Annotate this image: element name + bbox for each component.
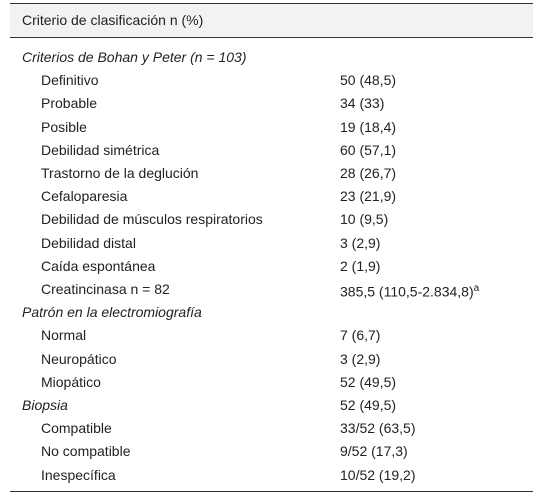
row-label: Debilidad de músculos respiratorios — [41, 211, 263, 228]
row-label: Caída espontánea — [41, 257, 156, 274]
top-rule — [10, 3, 533, 4]
row-label: Trastorno de la deglución — [41, 165, 199, 181]
section-value: 52 (49,5) — [340, 397, 397, 413]
row-label: Debilidad distal — [41, 234, 136, 251]
row-label: Inespecífica — [41, 466, 116, 483]
section-title: Criterios de Bohan y Peter (n = 103) — [22, 49, 247, 65]
row-label: Cefaloparesia — [41, 188, 128, 205]
row-value: 23 (21,9) — [340, 188, 397, 205]
row-value: 9/52 (17,3) — [340, 443, 408, 460]
row-label: Normal — [41, 327, 87, 344]
row-value: 50 (48,5) — [340, 72, 397, 89]
bottom-rule — [10, 491, 533, 492]
row-label: Definitivo — [41, 72, 99, 89]
section-title: Patrón en la electromiografía — [22, 304, 202, 321]
row-label: Debilidad simétrica — [41, 141, 160, 158]
row-label: No compatible — [41, 443, 131, 460]
row-label: Compatible — [41, 420, 112, 437]
row-label: Miopático — [41, 373, 101, 390]
row-label: Probable — [41, 95, 98, 112]
row-value: 385,5 (110,5-2.834,8)a — [340, 283, 480, 300]
header: Criterio de clasificación n (%) — [22, 12, 204, 28]
row-value: 52 (49,5) — [340, 373, 397, 390]
row-value: 3 (2,9) — [340, 350, 381, 367]
row-value: 2 (1,9) — [340, 257, 381, 274]
header-bg — [10, 4, 533, 37]
row-value: 19 (18,4) — [340, 118, 397, 135]
row-value: 28 (26,7) — [340, 165, 397, 181]
row-label: Neuropático — [41, 350, 117, 367]
row-value: 34 (33) — [340, 95, 385, 112]
section-title: Biopsia — [22, 397, 68, 413]
header-rule — [10, 37, 533, 38]
row-label: Creatincinasa n = 82 — [41, 281, 170, 297]
row-value: 10 (9,5) — [340, 211, 389, 228]
row-value: 7 (6,7) — [340, 327, 381, 344]
row-value: 33/52 (63,5) — [340, 420, 416, 437]
row-label: Posible — [41, 118, 87, 135]
row-value: 60 (57,1) — [340, 141, 397, 158]
row-value: 3 (2,9) — [340, 234, 381, 251]
footnote-mark: a — [473, 283, 480, 294]
row-value: 10/52 (19,2) — [340, 466, 416, 483]
